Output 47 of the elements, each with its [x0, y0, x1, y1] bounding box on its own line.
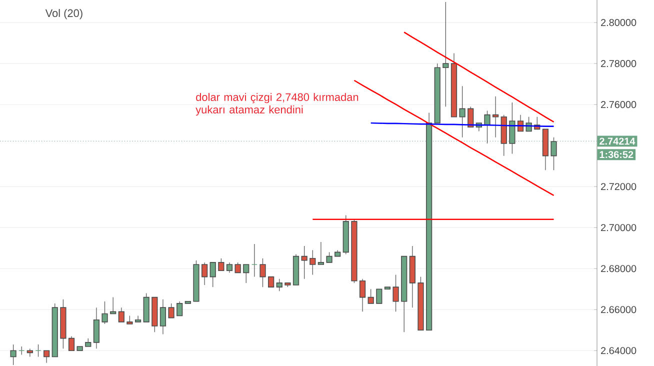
candlestick [359, 278, 366, 312]
y-tick-label: 2.76000 [601, 101, 636, 108]
candlestick [201, 262, 208, 286]
annotation: dolar mavi çizgi 2,7480 kırmadan yukarı atamaz kendini [196, 92, 358, 116]
candlestick [168, 303, 174, 318]
candlestick [160, 299, 166, 335]
candlestick [118, 307, 124, 322]
candlestick [10, 344, 16, 366]
candlestick [134, 315, 142, 322]
candlestick [102, 301, 108, 324]
candlestick [44, 350, 50, 364]
y-tick-label: 2.68000 [601, 265, 636, 272]
candlestick [326, 252, 332, 263]
candlestick [110, 297, 116, 314]
candlestick [93, 307, 100, 349]
candlestick [218, 258, 224, 272]
candlestick [459, 86, 466, 138]
candlestick [176, 301, 183, 316]
y-tick-label: 2.78000 [601, 60, 636, 68]
candlestick [35, 344, 42, 358]
candlestick [376, 288, 382, 304]
candlestick [318, 242, 324, 265]
y-tick-label: 2.66000 [601, 306, 636, 314]
candlestick [268, 276, 274, 288]
candlestick [276, 278, 282, 292]
candlestick [210, 262, 216, 288]
candlestick [301, 246, 308, 280]
y-tick-label: 2.70000 [601, 224, 636, 232]
candlestick [260, 258, 266, 288]
candlestick [492, 96, 499, 138]
candlestick [26, 348, 33, 358]
text: 1:36:52 [600, 151, 634, 158]
candlestick [226, 262, 233, 274]
candlestick [251, 244, 258, 278]
y-tick-label: 2.64000 [601, 347, 636, 354]
candlestick [68, 336, 75, 352]
y-tick-label: 2.80000 [601, 19, 636, 26]
candlestick [468, 106, 474, 128]
ref-line-label: 2.74214 [600, 138, 636, 145]
candlestick [442, 2, 449, 107]
candlestick [392, 274, 399, 312]
candlestick [368, 288, 374, 304]
annotation: Vol (20) [45, 9, 82, 20]
y-tick-label: 2.72000 [601, 183, 636, 190]
candlestick [243, 264, 250, 284]
candlestick [234, 262, 241, 274]
candlestick [310, 250, 316, 276]
